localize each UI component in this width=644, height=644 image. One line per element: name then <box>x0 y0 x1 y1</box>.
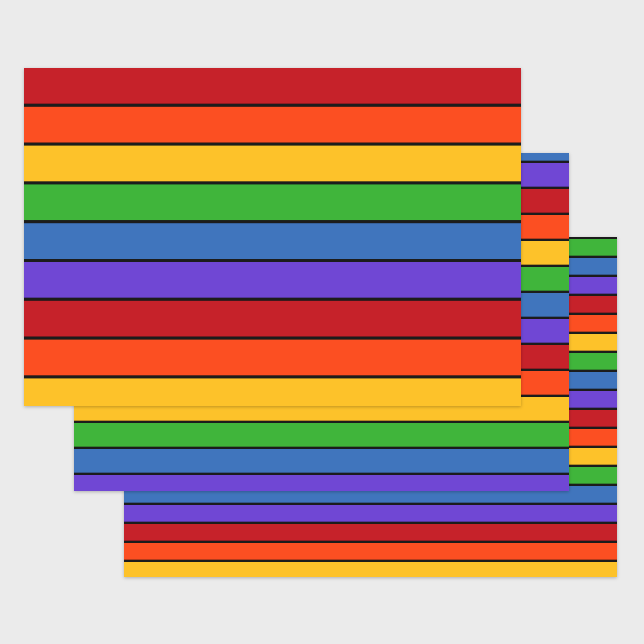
stripe <box>24 68 521 104</box>
stripe <box>74 423 569 447</box>
stripe <box>24 339 521 376</box>
stripe-divider <box>24 297 521 301</box>
stripe-divider <box>74 420 569 423</box>
stripes <box>24 68 521 406</box>
stripe-divider <box>124 540 617 543</box>
stripe <box>24 378 521 406</box>
stripe-divider <box>124 502 617 505</box>
stripe-divider <box>24 375 521 379</box>
stripe-divider <box>124 559 617 562</box>
stripe-divider <box>74 472 569 475</box>
stripe <box>124 524 617 541</box>
stripe-divider <box>24 181 521 185</box>
stripe <box>24 106 521 143</box>
stripe <box>24 300 521 337</box>
stripe <box>74 449 569 473</box>
stripe <box>24 223 521 259</box>
stripe-divider <box>24 259 521 262</box>
stripe-divider <box>74 446 569 449</box>
stripe-divider <box>124 521 617 524</box>
stripe <box>24 262 521 298</box>
stripe <box>24 184 521 221</box>
stripe <box>124 505 617 522</box>
stripe <box>74 475 569 491</box>
stripe-divider <box>24 142 521 146</box>
stripe <box>124 543 617 560</box>
stripe <box>124 562 617 577</box>
stripe-divider <box>24 336 521 340</box>
front-sheet <box>24 68 521 406</box>
stripe <box>24 145 521 182</box>
stripe-divider <box>24 103 521 107</box>
stripe-divider <box>24 220 521 224</box>
